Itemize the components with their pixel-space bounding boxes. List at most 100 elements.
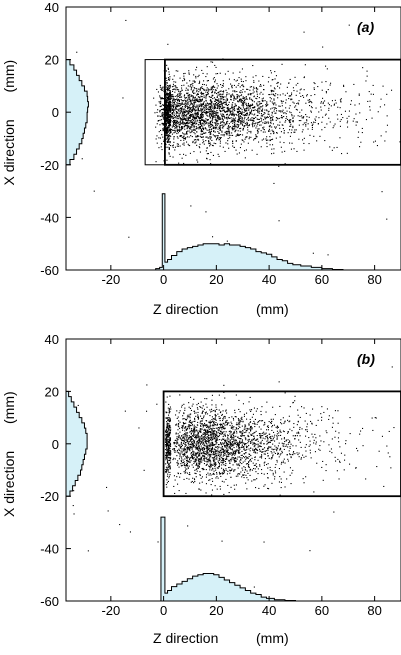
scatter-point xyxy=(165,116,167,118)
scatter-point xyxy=(254,443,256,445)
scatter-point xyxy=(230,112,232,114)
scatter-point xyxy=(183,79,185,81)
scatter-point xyxy=(188,122,190,124)
scatter-point xyxy=(241,94,243,96)
scatter-point xyxy=(168,147,170,149)
scatter-point xyxy=(210,89,212,91)
scatter-point xyxy=(289,129,291,131)
scatter-point xyxy=(245,149,247,151)
scatter-point xyxy=(233,458,235,460)
scatter-point xyxy=(191,421,193,423)
scatter-point xyxy=(247,119,249,121)
scatter-point xyxy=(199,448,201,450)
scatter-point xyxy=(181,103,183,105)
scatter-point xyxy=(238,464,240,466)
scatter-point xyxy=(259,110,261,112)
scatter-point xyxy=(211,95,213,97)
scatter-point xyxy=(249,98,251,100)
scatter-point xyxy=(297,409,299,411)
scatter-point xyxy=(183,142,185,144)
scatter-point xyxy=(313,491,315,493)
scatter-point xyxy=(169,462,171,464)
scatter-point xyxy=(217,99,219,101)
scatter-point xyxy=(228,417,230,419)
scatter-point xyxy=(176,96,178,98)
scatter-point xyxy=(169,110,171,112)
scatter-point xyxy=(158,115,160,117)
scatter-point xyxy=(248,131,250,133)
scatter-point xyxy=(227,443,229,445)
scatter-point xyxy=(201,99,203,101)
scatter-point xyxy=(200,92,202,94)
scatter-point xyxy=(243,121,245,123)
scatter-point xyxy=(236,134,238,136)
scatter-point xyxy=(208,421,210,423)
scatter-point xyxy=(202,405,204,407)
scatter-point xyxy=(174,121,176,123)
scatter-point xyxy=(242,461,244,463)
scatter-point xyxy=(253,138,255,140)
scatter-point xyxy=(184,427,186,429)
scatter-point xyxy=(201,93,203,95)
scatter-point xyxy=(191,131,193,133)
scatter-point xyxy=(182,115,184,117)
scatter-point xyxy=(212,154,214,156)
scatter-point xyxy=(301,109,303,111)
scatter-point xyxy=(192,435,194,437)
scatter-point xyxy=(168,464,170,466)
scatter-point xyxy=(340,100,342,102)
scatter-point xyxy=(261,469,263,471)
scatter-point xyxy=(391,89,393,91)
scatter-point xyxy=(199,430,201,432)
scatter-point xyxy=(211,478,213,480)
scatter-point xyxy=(273,110,275,112)
scatter-point xyxy=(168,453,170,455)
scatter-point xyxy=(154,112,156,114)
scatter-point xyxy=(209,455,211,457)
scatter-point xyxy=(210,136,212,138)
scatter-point xyxy=(175,108,177,110)
scatter-point xyxy=(212,144,214,146)
scatter-point xyxy=(223,423,225,425)
scatter-point xyxy=(271,79,273,81)
scatter-point xyxy=(159,137,161,139)
scatter-point xyxy=(224,440,226,442)
scatter-point xyxy=(162,136,164,138)
scatter-point xyxy=(207,432,209,434)
scatter-point xyxy=(204,433,206,435)
scatter-point xyxy=(178,110,180,112)
scatter-point xyxy=(341,153,343,155)
scatter-outlier xyxy=(278,165,280,167)
scatter-point xyxy=(209,135,211,137)
scatter-point xyxy=(209,114,211,116)
scatter-point xyxy=(200,99,202,101)
scatter-point xyxy=(201,129,203,131)
scatter-point xyxy=(216,96,218,98)
scatter-point xyxy=(219,118,221,120)
scatter-point xyxy=(238,110,240,112)
scatter-point xyxy=(221,464,223,466)
scatter-point xyxy=(183,115,185,117)
scatter-point xyxy=(209,453,211,455)
scatter-point xyxy=(212,459,214,461)
y-tick-label: 0 xyxy=(52,105,59,120)
scatter-point xyxy=(202,136,204,138)
scatter-outlier xyxy=(352,120,354,122)
scatter-point xyxy=(268,125,270,127)
scatter-point xyxy=(169,76,171,78)
scatter-point xyxy=(289,119,291,121)
scatter-point xyxy=(253,446,255,448)
scatter-point xyxy=(166,64,168,66)
scatter-point xyxy=(208,137,210,139)
scatter-point xyxy=(235,80,237,82)
scatter-point xyxy=(284,421,286,423)
scatter-point xyxy=(168,98,170,100)
scatter-point xyxy=(213,470,215,472)
scatter-point xyxy=(176,127,178,129)
scatter-point xyxy=(265,105,267,107)
scatter-point xyxy=(309,449,311,451)
scatter-point xyxy=(236,446,238,448)
scatter-point xyxy=(184,445,186,447)
scatter-point xyxy=(228,127,230,129)
scatter-point xyxy=(324,114,326,116)
